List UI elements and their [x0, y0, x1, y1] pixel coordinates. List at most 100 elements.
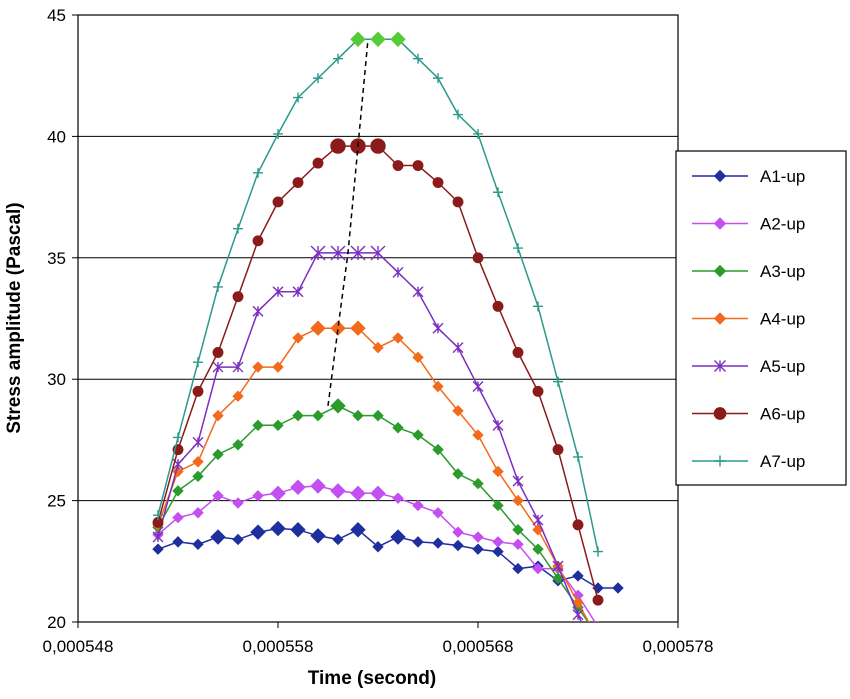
data-point: [372, 341, 384, 354]
series-a5-up: [152, 245, 584, 622]
data-point: [472, 477, 484, 490]
data-point: [233, 223, 243, 234]
data-point: [493, 187, 503, 198]
data-point: [512, 347, 524, 358]
data-point: [250, 524, 266, 540]
data-point: [310, 478, 326, 494]
data-point: [272, 286, 284, 298]
data-point: [292, 332, 304, 344]
data-point: [412, 160, 424, 171]
data-point: [553, 376, 563, 387]
data-point: [192, 470, 204, 483]
data-point: [392, 160, 404, 171]
data-point: [713, 312, 727, 325]
data-point: [572, 570, 584, 582]
series-a3-up: [152, 398, 589, 622]
data-point: [252, 361, 264, 373]
data-point: [192, 385, 204, 397]
data-point: [333, 53, 343, 64]
data-point: [492, 419, 504, 431]
data-point: [412, 536, 424, 548]
series-group: [152, 31, 624, 622]
data-point: [192, 436, 204, 448]
data-point: [370, 245, 386, 261]
data-point: [572, 519, 584, 531]
data-point: [412, 351, 424, 364]
x-tick-label: 0,000548: [43, 637, 114, 656]
data-point: [390, 31, 406, 47]
data-point: [432, 537, 444, 549]
x-tick-label: 0,000578: [643, 637, 714, 656]
data-point: [312, 409, 324, 422]
data-point: [213, 281, 223, 292]
data-point: [273, 128, 283, 139]
data-point: [292, 286, 304, 298]
data-point: [292, 177, 304, 188]
legend: A1-up A2-up A3-up A4-up A5-up A6-up A7-up: [675, 150, 847, 486]
legend-label: A1-up: [760, 167, 805, 186]
y-tick-label: 20: [47, 613, 66, 632]
legend-label: A2-up: [760, 215, 805, 234]
peak-trend-line: [327, 39, 369, 406]
x-tick-label: 0,000568: [443, 637, 514, 656]
y-tick-label: 30: [47, 370, 66, 389]
data-point: [472, 429, 484, 441]
data-point: [714, 455, 726, 467]
data-point: [452, 196, 464, 208]
data-point: [492, 536, 504, 548]
data-point: [310, 528, 326, 544]
y-axis-title: Stress amplitude (Pascal): [4, 202, 25, 433]
data-point: [714, 360, 726, 372]
data-point: [152, 543, 164, 555]
data-point: [572, 609, 584, 621]
data-point: [192, 456, 204, 468]
data-point: [350, 320, 366, 336]
data-point: [412, 499, 424, 512]
data-point: [332, 533, 344, 546]
data-point: [432, 380, 444, 393]
plot-area: [77, 14, 679, 623]
data-point: [252, 419, 264, 432]
data-point: [212, 361, 224, 373]
data-point: [432, 443, 444, 456]
data-point: [330, 483, 346, 499]
data-point: [172, 536, 184, 548]
data-point: [192, 507, 204, 519]
data-point: [452, 526, 464, 538]
data-point: [452, 405, 464, 417]
y-tick-label: 40: [47, 127, 66, 146]
data-point: [713, 407, 727, 420]
legend-label: A6-up: [760, 405, 805, 424]
legend-label: A4-up: [760, 310, 805, 329]
data-point: [432, 507, 444, 519]
data-point: [210, 529, 226, 545]
data-point: [532, 514, 544, 526]
x-tick-label: 0,000558: [243, 637, 314, 656]
data-point: [592, 594, 604, 606]
y-tick-label: 35: [47, 249, 66, 268]
data-point: [212, 448, 224, 461]
data-point: [370, 485, 386, 502]
data-point: [232, 390, 244, 402]
data-point: [532, 385, 544, 397]
data-point: [232, 291, 244, 303]
data-point: [612, 582, 624, 594]
data-point: [313, 73, 323, 84]
data-point: [252, 235, 264, 247]
data-point: [473, 128, 483, 139]
data-point: [350, 245, 366, 261]
legend-label: A7-up: [760, 452, 805, 471]
data-point: [433, 73, 443, 84]
data-point: [512, 494, 524, 507]
data-point: [232, 497, 244, 509]
data-point: [512, 538, 524, 551]
data-point: [552, 444, 564, 456]
data-point: [272, 196, 284, 208]
data-point: [412, 286, 424, 298]
data-point: [232, 533, 244, 546]
x-axis-ticks: 0,000548 0,000558 0,000568 0,000578: [43, 622, 714, 656]
data-point: [512, 562, 524, 575]
data-point: [370, 31, 386, 47]
data-point: [252, 490, 264, 502]
